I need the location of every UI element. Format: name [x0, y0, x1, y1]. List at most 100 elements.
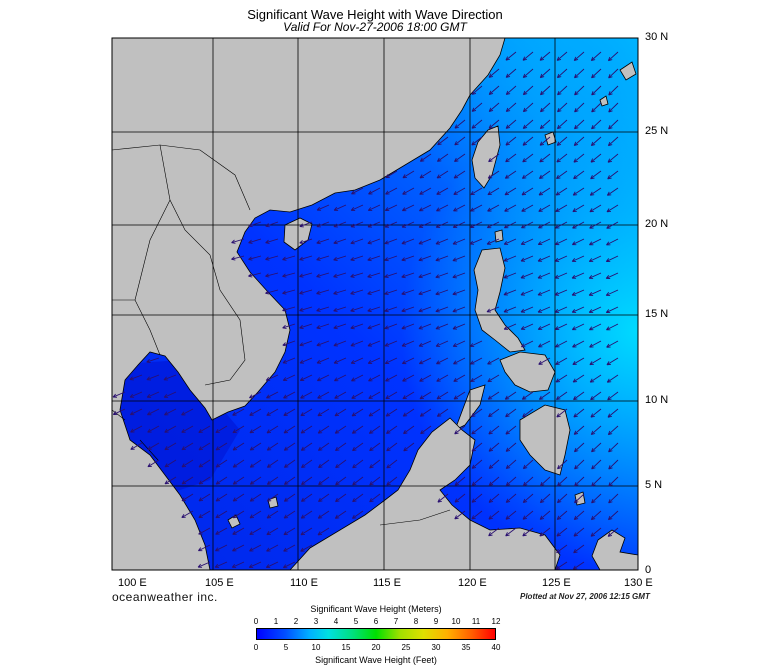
wave-direction-arrow [556, 544, 568, 554]
wave-direction-arrow [317, 442, 330, 451]
wave-direction-arrow [572, 187, 585, 196]
wave-direction-arrow [607, 510, 619, 521]
wave-direction-arrow [608, 459, 619, 470]
wave-direction-arrow [486, 221, 500, 229]
lon-label-125e: 125 E [542, 577, 571, 589]
wave-direction-arrow [589, 221, 602, 229]
wave-direction-arrow [590, 527, 602, 537]
wave-direction-arrow [215, 527, 228, 535]
wave-direction-arrow [282, 374, 296, 381]
wave-direction-arrow [556, 170, 568, 180]
wave-direction-arrow [557, 476, 568, 487]
wave-direction-arrow [435, 323, 449, 330]
wave-direction-arrow [520, 289, 534, 296]
wave-direction-arrow [198, 527, 211, 535]
wave-direction-arrow [488, 510, 500, 520]
wave-direction-arrow [505, 119, 517, 129]
wave-direction-arrow [572, 221, 585, 229]
wave-direction-arrow [591, 119, 602, 130]
wave-direction-arrow [248, 238, 262, 244]
wave-direction-arrow [333, 204, 347, 211]
wave-direction-arrow [436, 170, 449, 179]
wave-direction-arrow [572, 357, 585, 366]
meters-tick: 0 [253, 617, 259, 626]
wave-direction-arrow [282, 289, 296, 295]
map-subtitle: Valid For Nov-27-2006 18:00 GMT [283, 20, 467, 34]
wave-direction-arrow [453, 187, 466, 195]
wave-direction-arrow [265, 255, 279, 261]
wave-direction-arrow [215, 510, 228, 519]
wave-direction-arrow [350, 306, 364, 312]
wave-direction-arrow [573, 510, 585, 521]
wave-direction-arrow [488, 493, 500, 503]
wave-direction-arrow [300, 425, 313, 434]
lat-label-30n: 30 N [645, 31, 669, 43]
wave-direction-arrow [181, 408, 194, 416]
meters-tick: 3 [313, 617, 319, 626]
wave-direction-arrow [164, 442, 177, 451]
wave-direction-arrow [402, 408, 415, 417]
meters-tick: 8 [413, 617, 419, 626]
wave-direction-arrow [503, 272, 517, 279]
wave-direction-arrow [401, 255, 415, 262]
wave-direction-arrow [589, 238, 602, 246]
wave-direction-arrow [504, 170, 517, 179]
wave-direction-arrow [265, 272, 279, 278]
wave-direction-arrow [299, 272, 313, 278]
wave-direction-arrow [591, 102, 602, 113]
wave-direction-arrow [554, 289, 568, 296]
wave-direction-arrow [316, 306, 330, 312]
wave-direction-arrow [418, 255, 432, 262]
wave-direction-arrow [249, 476, 262, 485]
wave-direction-arrow [590, 425, 602, 436]
wave-direction-arrow [350, 238, 364, 245]
wave-direction-arrow [367, 272, 381, 278]
wave-direction-arrow [351, 187, 364, 195]
wave-direction-arrow [573, 51, 585, 61]
wave-direction-arrow [333, 323, 347, 330]
wave-direction-arrow [418, 357, 432, 365]
wave-direction-arrow [367, 204, 381, 211]
wave-direction-arrow [282, 561, 296, 569]
meters-tick: 10 [451, 617, 461, 626]
wave-direction-arrow [537, 306, 551, 313]
wave-direction-arrow [333, 289, 347, 295]
wave-direction-arrow [418, 221, 432, 228]
wave-direction-arrow [505, 136, 517, 146]
wave-direction-arrow [452, 323, 466, 330]
wave-direction-arrow [505, 51, 517, 61]
wave-direction-arrow [606, 374, 619, 383]
wave-direction-arrow [539, 493, 551, 504]
feet-tick: 20 [371, 643, 381, 652]
wave-direction-arrow [487, 391, 500, 400]
wave-direction-arrow [333, 340, 347, 347]
wave-direction-arrow [147, 459, 160, 468]
wave-direction-arrow [505, 102, 517, 113]
wave-direction-arrow [539, 153, 551, 163]
wave-direction-arrow [590, 510, 602, 521]
wave-direction-arrow [470, 204, 483, 212]
wave-direction-arrow [505, 459, 517, 470]
wave-direction-arrow [573, 544, 585, 554]
wave-direction-arrow [539, 51, 551, 61]
wave-direction-arrow [418, 323, 432, 330]
wave-direction-arrow [554, 238, 568, 246]
wave-direction-arrow [435, 221, 449, 228]
wave-direction-arrow [283, 527, 296, 536]
wave-direction-arrow [521, 391, 534, 400]
wave-direction-arrow [452, 238, 466, 245]
lon-label-130e: 130 E [624, 577, 653, 589]
wave-direction-arrow [607, 425, 619, 436]
wave-direction-arrow [232, 510, 245, 519]
wave-direction-arrow [369, 459, 381, 469]
wave-direction-arrow [452, 221, 466, 228]
wave-direction-arrow [385, 408, 398, 417]
meters-tick: 5 [353, 617, 359, 626]
wave-direction-arrow [402, 374, 415, 382]
wave-direction-arrow [522, 68, 534, 78]
lat-label-10n: 10 N [645, 394, 669, 406]
wave-direction-arrow [385, 391, 398, 400]
wave-direction-arrow [386, 476, 398, 486]
wave-direction-arrow [402, 170, 415, 179]
wave-direction-arrow [454, 510, 466, 520]
